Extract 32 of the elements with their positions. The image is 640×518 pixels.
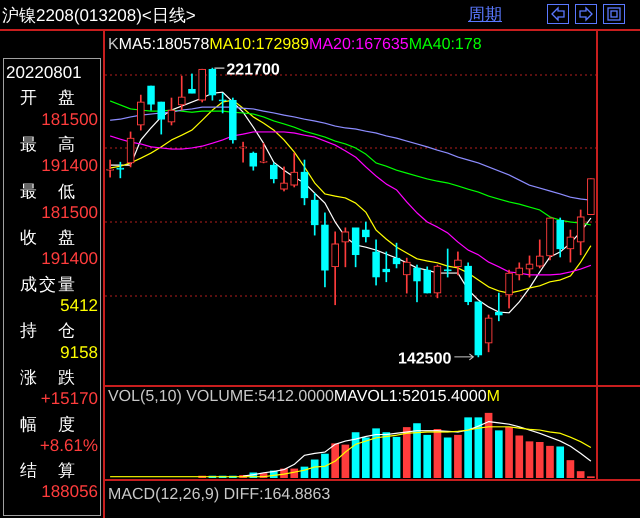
text: 5412 xyxy=(60,296,98,316)
text: 收 盘 xyxy=(20,227,77,250)
text: 结 算 xyxy=(20,460,77,482)
text: 20220801 xyxy=(6,63,82,83)
text: 181500 xyxy=(41,202,98,223)
text: 188056 xyxy=(41,482,98,502)
series-label: M xyxy=(486,388,500,405)
series-label: MAVOL1:52015.4000 xyxy=(334,388,487,405)
text: MA40:178 xyxy=(408,36,482,53)
text: MA5:180578 xyxy=(118,36,210,53)
annotation: 142500 xyxy=(398,350,452,368)
text: 9158 xyxy=(60,342,98,363)
text: 191400 xyxy=(41,249,98,270)
chart-title: 沪镍2208(013208)<日线> xyxy=(2,5,196,27)
text: 最 低 xyxy=(20,180,77,202)
text: 幅 度 xyxy=(20,414,77,436)
text: 涨 跌 xyxy=(20,366,77,389)
text: 191400 xyxy=(41,156,98,176)
text: 开 盘 xyxy=(20,87,77,110)
text: +15170 xyxy=(40,389,98,410)
text: MACD(12,26,9) DIFF:164.8863 xyxy=(108,486,330,504)
text: MA20:167635 xyxy=(309,36,409,53)
text: 周期 xyxy=(468,4,502,26)
text: MA10:172989 xyxy=(209,36,310,53)
text: 最 高 xyxy=(20,134,77,156)
text: 181500 xyxy=(41,110,98,130)
chart-title: VOL(5,10) VOLUME:5412.0000 xyxy=(108,388,334,405)
annotation: K xyxy=(108,36,119,53)
text: +8.61% xyxy=(40,436,98,456)
annotation: 221700 xyxy=(226,62,280,79)
text: 成交量 xyxy=(20,274,77,296)
text: 持 仓 xyxy=(20,320,77,342)
